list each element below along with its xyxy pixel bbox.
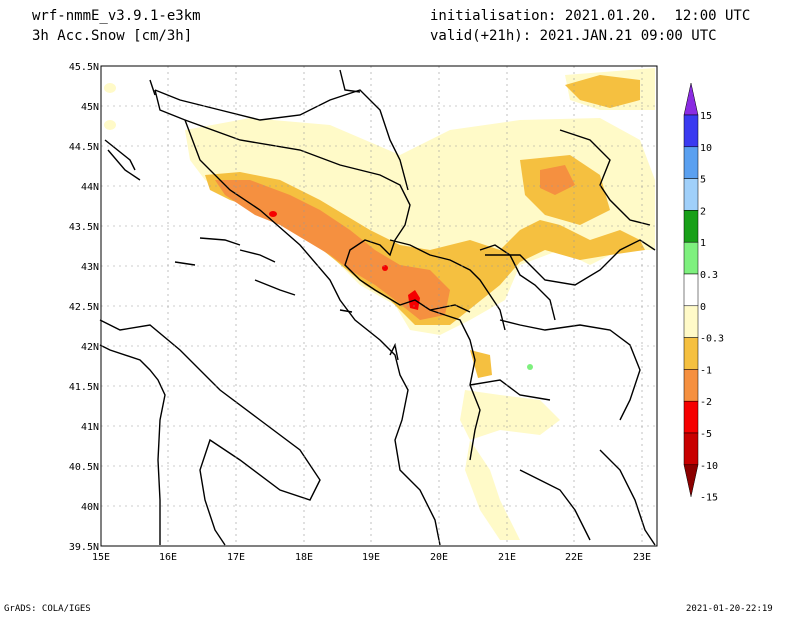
lon-label: 19E: [362, 552, 380, 563]
lon-label: 15E: [92, 552, 110, 563]
lat-label: 43N: [81, 262, 99, 273]
colorbar-label: -10: [700, 461, 718, 472]
colorbar-label: -0.3: [700, 334, 724, 345]
italy-coast: [99, 344, 166, 545]
init-time: initialisation: 2021.01.20. 12:00 UTC: [430, 8, 751, 24]
lat-label: 42N: [81, 342, 99, 353]
colorbar-segment: [683, 178, 699, 211]
snow-area-1cm: [565, 75, 640, 108]
island-coast: [107, 149, 141, 181]
lat-label: 43.5N: [69, 222, 99, 233]
colorbar-segment: [683, 210, 699, 243]
snow-area-light: [460, 390, 560, 440]
snow-area-positive: [527, 364, 533, 370]
valid-time: valid(+21h): 2021.JAN.21 09:00 UTC: [430, 28, 717, 44]
grads-credit: GrADS: COLA/IGES: [4, 604, 91, 614]
lat-label: 45.5N: [69, 62, 99, 73]
border-hungary: [339, 69, 361, 93]
border-macedonia: [499, 319, 641, 421]
border-montenegro: [429, 304, 471, 313]
colorbar: 15 10 5 2 1 0.3 0 -0.3 -1 -2 -5 -10 -15: [683, 82, 724, 504]
lon-label: 21E: [498, 552, 516, 563]
coastlines-borders: [99, 69, 656, 546]
istria-coast: [104, 139, 136, 171]
border-bosnia: [184, 119, 446, 316]
border-slovenia-croatia: [154, 89, 409, 191]
snow-area-1cm: [470, 350, 492, 378]
border-serbia: [389, 239, 506, 331]
adriatic-coast: [154, 89, 441, 546]
snow-area-light: [465, 440, 520, 540]
island-coast: [339, 309, 353, 313]
field-title: 3h Acc.Snow [cm/3h]: [32, 28, 193, 44]
lat-label: 39.5N: [69, 542, 99, 553]
border-bulgaria: [485, 239, 656, 286]
border-kosovo: [479, 244, 556, 321]
colorbar-label: 10: [700, 143, 712, 154]
snow-area-5cm: [382, 265, 388, 271]
lat-label: 45N: [81, 102, 99, 113]
border-north: [149, 79, 156, 96]
lat-label: 44.5N: [69, 142, 99, 153]
colorbar-label: -15: [700, 493, 718, 504]
colorbar-segment: [683, 400, 699, 434]
island-coast: [174, 261, 196, 266]
lon-label: 16E: [159, 552, 177, 563]
colorbar-label: 1: [700, 238, 706, 249]
lat-label: 40.5N: [69, 462, 99, 473]
colorbar-label: 0.3: [700, 270, 718, 281]
snow-area-light: [104, 83, 116, 93]
colorbar-label: 5: [700, 175, 706, 186]
lon-labels: 15E 16E 17E 18E 19E 20E 21E 22E 23E: [92, 552, 651, 563]
colorbar-bottom-arrow: [683, 464, 699, 497]
map-frame: [100, 65, 658, 547]
border-greece: [469, 379, 551, 401]
lat-label: 42.5N: [69, 302, 99, 313]
italy-coast: [99, 319, 321, 546]
lat-labels: 45.5N 45N 44.5N 44N 43.5N 43N 42.5N 42N …: [69, 62, 99, 553]
snow-area-5cm: [269, 211, 277, 217]
model-title: wrf-nmmE_v3.9.1-e3km: [32, 8, 201, 24]
coast-aegean: [519, 469, 591, 541]
colorbar-segment: [683, 369, 699, 402]
island-coast: [239, 249, 276, 263]
colorbar-label: 2: [700, 206, 706, 217]
colorbar-segment: [683, 241, 699, 275]
colorbar-segment: [683, 432, 699, 466]
coast-aegean: [599, 449, 656, 546]
lon-label: 17E: [227, 552, 245, 563]
snow-shading: [104, 68, 655, 540]
lon-label: 22E: [565, 552, 583, 563]
colorbar-segment: [683, 273, 699, 307]
border-romania: [559, 129, 651, 226]
lon-label: 23E: [633, 552, 651, 563]
snow-area-light: [104, 120, 116, 130]
island-coast: [199, 237, 241, 246]
snow-area-2cm: [540, 165, 575, 195]
colorbar-label: -1: [700, 365, 712, 376]
lat-label: 41N: [81, 422, 99, 433]
colorbar-segment: [683, 305, 699, 338]
lon-label: 18E: [295, 552, 313, 563]
colorbar-label: 0: [700, 302, 706, 313]
plot-timestamp: 2021-01-20-22:19: [686, 604, 773, 614]
colorbar-segment: [683, 337, 699, 370]
lat-label: 40N: [81, 502, 99, 513]
gridlines: [101, 66, 657, 546]
colorbar-label: 15: [700, 111, 712, 122]
colorbar-segment: [683, 114, 699, 148]
colorbar-label: -2: [700, 397, 712, 408]
colorbar-top-arrow: [683, 82, 699, 116]
lon-label: 20E: [430, 552, 448, 563]
island-coast: [254, 279, 296, 296]
coast-montenegro: [389, 342, 399, 361]
border-albania: [444, 314, 481, 461]
lat-label: 44N: [81, 182, 99, 193]
colorbar-label: -5: [700, 429, 712, 440]
colorbar-segment: [683, 146, 699, 179]
lat-label: 41.5N: [69, 382, 99, 393]
